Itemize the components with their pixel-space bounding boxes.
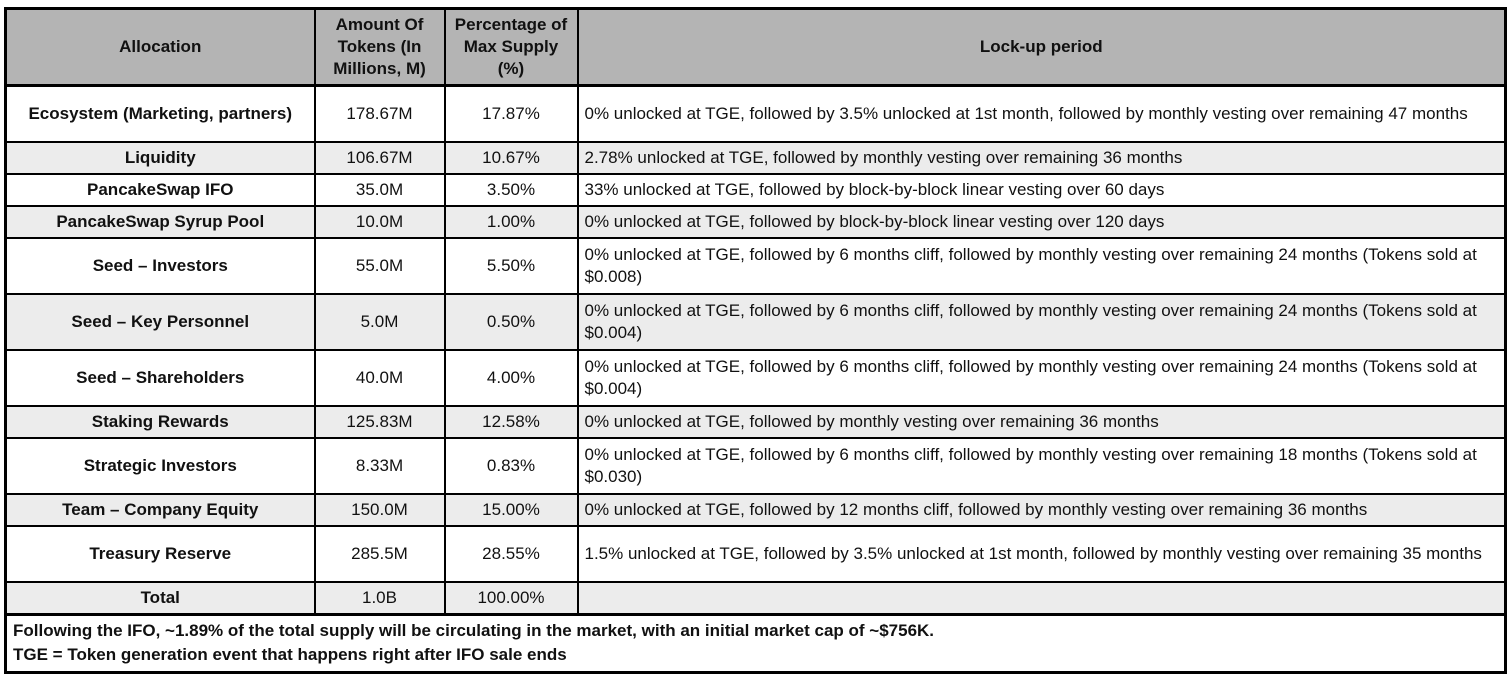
tokens-amount-cell: 8.33M (313, 437, 446, 496)
allocation-cell: Staking Rewards (4, 405, 316, 440)
max-supply-percent-cell: 10.67% (443, 140, 579, 175)
allocation-cell: Team – Company Equity (4, 493, 316, 528)
footnotes-cell: Following the IFO, ~1.89% of the total s… (4, 613, 1507, 674)
allocation-cell: Seed – Shareholders (4, 349, 316, 408)
max-supply-percent-cell: 15.00% (443, 493, 579, 528)
max-supply-percent-cell: 1.00% (443, 204, 579, 240)
table-row: PancakeSwap IFO 35.0M 3.50% 33% unlocked… (4, 172, 1507, 207)
table-row: PancakeSwap Syrup Pool 10.0M 1.00% 0% un… (4, 204, 1507, 240)
lockup-period-cell: 0% unlocked at TGE, followed by 3.5% unl… (576, 84, 1507, 143)
table-row: Strategic Investors 8.33M 0.83% 0% unloc… (4, 437, 1507, 496)
allocation-cell: Seed – Investors (4, 237, 316, 296)
lockup-period-cell (576, 581, 1507, 616)
lockup-period-cell: 33% unlocked at TGE, followed by block-b… (576, 172, 1507, 207)
lockup-period-cell: 0% unlocked at TGE, followed by 12 month… (576, 493, 1507, 528)
max-supply-percent-cell: 28.55% (443, 525, 579, 584)
column-header-allocation: Allocation (4, 7, 316, 88)
tokens-amount-cell: 106.67M (313, 140, 446, 175)
max-supply-percent-cell: 17.87% (443, 84, 579, 143)
lockup-period-cell: 0% unlocked at TGE, followed by block-by… (576, 204, 1507, 240)
allocation-cell: Seed – Key Personnel (4, 293, 316, 352)
table-row: Liquidity 106.67M 10.67% 2.78% unlocked … (4, 140, 1507, 175)
allocation-cell: Total (4, 581, 316, 616)
lockup-period-cell: 0% unlocked at TGE, followed by monthly … (576, 405, 1507, 440)
table-row: Staking Rewards 125.83M 12.58% 0% unlock… (4, 405, 1507, 440)
tokens-amount-cell: 125.83M (313, 405, 446, 440)
footnote-tge-definition: TGE = Token generation event that happen… (13, 645, 567, 665)
tokens-amount-cell: 55.0M (313, 237, 446, 296)
column-header-lockup: Lock-up period (576, 7, 1507, 88)
footnotes-row: Following the IFO, ~1.89% of the total s… (4, 613, 1507, 674)
column-header-tokens: Amount Of Tokens (In Millions, M) (313, 7, 446, 88)
table-row: Seed – Investors 55.0M 5.50% 0% unlocked… (4, 237, 1507, 296)
total-row: Total 1.0B 100.00% (4, 581, 1507, 616)
max-supply-percent-cell: 3.50% (443, 172, 579, 207)
lockup-period-cell: 0% unlocked at TGE, followed by 6 months… (576, 349, 1507, 408)
max-supply-percent-cell: 4.00% (443, 349, 579, 408)
lockup-period-cell: 2.78% unlocked at TGE, followed by month… (576, 140, 1507, 175)
tokens-amount-cell: 178.67M (313, 84, 446, 143)
allocation-cell: Strategic Investors (4, 437, 316, 496)
allocation-cell: PancakeSwap Syrup Pool (4, 204, 316, 240)
max-supply-percent-cell: 5.50% (443, 237, 579, 296)
table-row: Team – Company Equity 150.0M 15.00% 0% u… (4, 493, 1507, 528)
max-supply-percent-cell: 0.83% (443, 437, 579, 496)
lockup-period-cell: 0% unlocked at TGE, followed by 6 months… (576, 437, 1507, 496)
footnote-circulating-supply: Following the IFO, ~1.89% of the total s… (13, 621, 935, 641)
allocation-cell: Treasury Reserve (4, 525, 316, 584)
tokens-amount-cell: 35.0M (313, 172, 446, 207)
tokens-amount-cell: 10.0M (313, 204, 446, 240)
allocation-cell: Liquidity (4, 140, 316, 175)
tokens-amount-cell: 285.5M (313, 525, 446, 584)
column-header-percent: Percentage of Max Supply (%) (443, 7, 579, 88)
table-row: Ecosystem (Marketing, partners) 178.67M … (4, 84, 1507, 143)
tokenomics-table: Allocation Amount Of Tokens (In Millions… (4, 7, 1507, 674)
header-row: Allocation Amount Of Tokens (In Millions… (4, 7, 1507, 88)
table-row: Treasury Reserve 285.5M 28.55% 1.5% unlo… (4, 525, 1507, 584)
table-row: Seed – Shareholders 40.0M 4.00% 0% unloc… (4, 349, 1507, 408)
tokens-amount-cell: 40.0M (313, 349, 446, 408)
max-supply-percent-cell: 0.50% (443, 293, 579, 352)
lockup-period-cell: 0% unlocked at TGE, followed by 6 months… (576, 293, 1507, 352)
tokens-amount-cell: 150.0M (313, 493, 446, 528)
max-supply-percent-cell: 12.58% (443, 405, 579, 440)
allocation-cell: PancakeSwap IFO (4, 172, 316, 207)
tokens-amount-cell: 1.0B (313, 581, 446, 616)
lockup-period-cell: 1.5% unlocked at TGE, followed by 3.5% u… (576, 525, 1507, 584)
lockup-period-cell: 0% unlocked at TGE, followed by 6 months… (576, 237, 1507, 296)
allocation-cell: Ecosystem (Marketing, partners) (4, 84, 316, 143)
table-row: Seed – Key Personnel 5.0M 0.50% 0% unloc… (4, 293, 1507, 352)
max-supply-percent-cell: 100.00% (443, 581, 579, 616)
tokens-amount-cell: 5.0M (313, 293, 446, 352)
